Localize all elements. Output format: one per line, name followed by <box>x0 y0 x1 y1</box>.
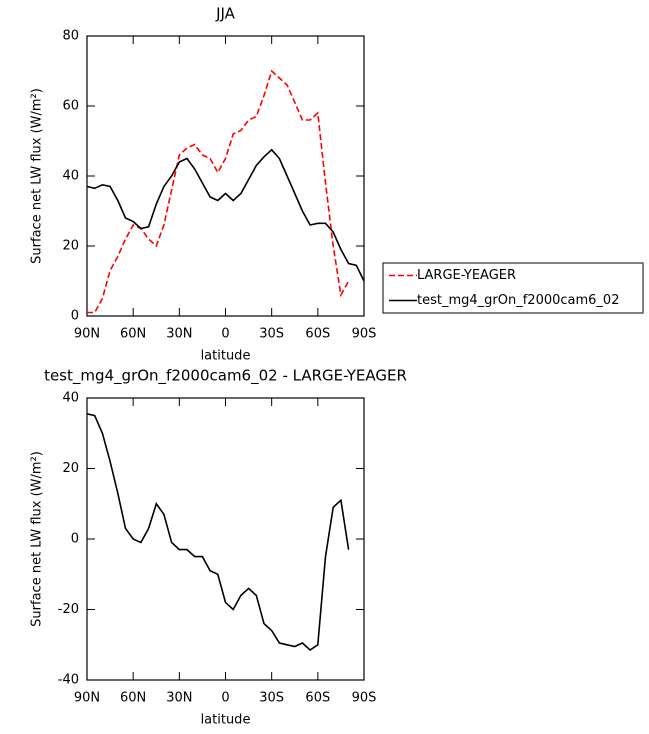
x-axis-label: latitude <box>201 713 251 728</box>
x-tick-label: 30S <box>259 691 284 706</box>
legend-label: test_mg4_grOn_f2000cam6_02 <box>417 293 619 308</box>
y-tick-label: 0 <box>71 309 79 324</box>
x-tick-label: 60N <box>120 691 146 706</box>
y-tick-label: 80 <box>62 29 79 44</box>
y-tick-label: 20 <box>62 239 79 254</box>
y-axis-label: Surface net LW flux (W/m²) <box>30 451 45 627</box>
x-tick-label: 60N <box>120 327 146 342</box>
x-tick-label: 60S <box>305 691 330 706</box>
y-tick-label: 40 <box>62 169 79 184</box>
x-tick-label: 30S <box>259 327 284 342</box>
x-tick-label: 90S <box>352 691 377 706</box>
plot-frame <box>86 35 365 317</box>
x-tick-label: 90N <box>74 327 100 342</box>
y-tick-label: -40 <box>58 673 79 688</box>
data-line <box>86 413 350 652</box>
y-axis-label: Surface net LW flux (W/m²) <box>30 88 45 264</box>
x-axis-label: latitude <box>201 349 251 364</box>
x-tick-label: 30N <box>166 327 192 342</box>
y-tick-label: 20 <box>62 461 79 476</box>
x-tick-label: 30N <box>166 691 192 706</box>
chart-title: test_mg4_grOn_f2000cam6_02 - LARGE-YEAGE… <box>44 367 407 386</box>
y-tick-label: 60 <box>62 99 79 114</box>
x-tick-label: 90S <box>352 327 377 342</box>
x-tick-label: 0 <box>221 327 229 342</box>
legend-label: LARGE-YEAGER <box>417 268 516 283</box>
plot-frame <box>86 397 365 681</box>
data-line <box>86 148 365 282</box>
y-tick-label: 40 <box>62 391 79 406</box>
x-tick-label: 90N <box>74 691 100 706</box>
chart-title: JJA <box>215 5 236 23</box>
legend-box <box>382 262 644 314</box>
x-tick-label: 0 <box>221 691 229 706</box>
y-tick-label: 0 <box>71 532 79 547</box>
data-line <box>87 69 350 314</box>
y-tick-label: -20 <box>58 602 79 617</box>
x-tick-label: 60S <box>305 327 330 342</box>
